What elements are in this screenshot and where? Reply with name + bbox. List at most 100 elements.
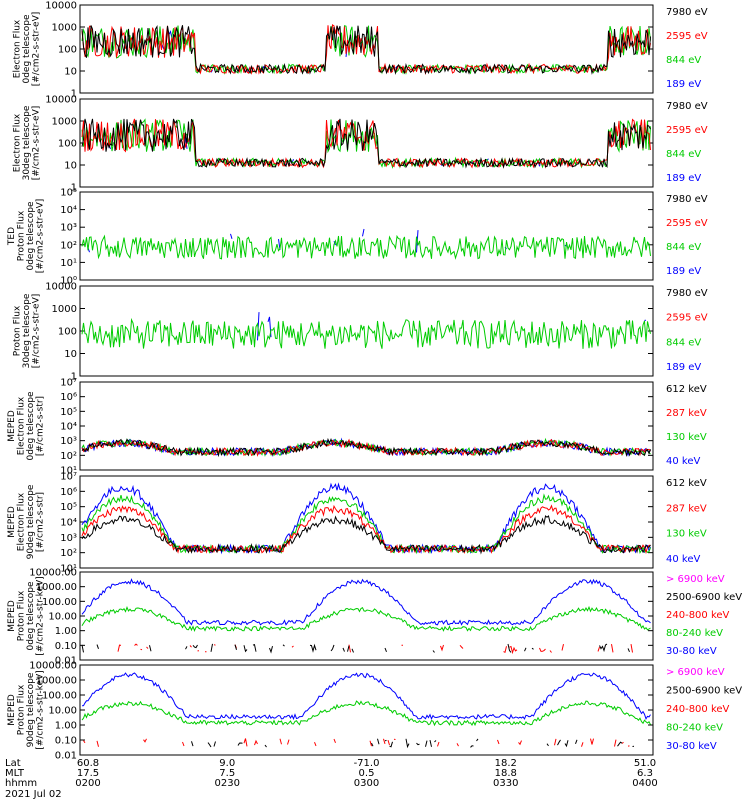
y-tick-label: 1000 bbox=[52, 304, 77, 315]
y-tick-label: 1000 bbox=[52, 23, 77, 34]
y-axis-label: [#/cm2-s-str-eV] bbox=[32, 12, 42, 87]
x-tick-label: 0330 bbox=[493, 778, 518, 789]
y-axis-label: [#/cm2-s-str] bbox=[36, 492, 46, 552]
legend-entry: 30-80 keV bbox=[666, 741, 717, 752]
y-tick-label: 1 bbox=[71, 89, 77, 100]
legend-entry: 30-80 keV bbox=[666, 646, 717, 657]
plot-frame bbox=[79, 191, 654, 281]
trace-2 bbox=[118, 644, 651, 652]
y-tick-label: 1 bbox=[71, 183, 77, 194]
date-label: 2021 Jul 02 bbox=[5, 789, 62, 800]
legend-entry: 2500-6900 keV bbox=[666, 592, 742, 603]
legend-entry: 844 eV bbox=[666, 242, 701, 253]
y-tick-label: 10⁰ bbox=[60, 276, 77, 287]
y-axis-label: Electron Flux bbox=[17, 492, 27, 551]
legend-entry: 844 eV bbox=[666, 55, 701, 66]
y-tick-label: 0.01 bbox=[55, 656, 77, 667]
y-tick-label: 10000.00 bbox=[29, 661, 77, 672]
y-tick-label: 0.01 bbox=[55, 751, 77, 762]
x-tick-label: 0200 bbox=[75, 778, 100, 789]
x-tick-label: 0.5 bbox=[359, 768, 375, 779]
y-tick-label: 100.00 bbox=[42, 597, 77, 608]
y-tick-label: 10000 bbox=[45, 1, 77, 12]
plot-frame bbox=[79, 381, 654, 471]
y-tick-label: 0.10 bbox=[55, 641, 77, 652]
y-tick-label: 100 bbox=[58, 45, 77, 56]
y-tick-label: 1000.00 bbox=[36, 676, 77, 687]
y-tick-label: 10⁵ bbox=[60, 188, 77, 199]
y-tick-label: 1000 bbox=[52, 117, 77, 128]
y-axis-label: 0deg telescope bbox=[26, 391, 36, 461]
legend-entry: 2595 eV bbox=[666, 125, 708, 136]
legend-entry: 2595 eV bbox=[666, 218, 708, 229]
y-tick-label: 10.00 bbox=[48, 706, 77, 717]
trace-1 bbox=[81, 25, 651, 75]
trace-3 bbox=[81, 24, 651, 75]
y-tick-label: 10² bbox=[60, 451, 77, 462]
legend-entry: 7980 eV bbox=[666, 288, 708, 299]
trace-1 bbox=[81, 605, 651, 632]
plot-frame bbox=[79, 664, 654, 756]
y-axis-label: 30deg telescope bbox=[22, 293, 32, 368]
legend-entry: 287 keV bbox=[666, 408, 707, 419]
y-tick-label: 10² bbox=[60, 548, 77, 559]
y-tick-label: 10000.00 bbox=[29, 568, 77, 579]
legend-entry: 130 keV bbox=[666, 529, 707, 540]
y-tick-label: 10 bbox=[64, 161, 77, 172]
y-axis-label: Proton Flux bbox=[13, 305, 23, 356]
y-axis-label: TED bbox=[7, 227, 17, 246]
y-tick-label: 10⁵ bbox=[60, 502, 77, 513]
legend-entry: 2595 eV bbox=[666, 31, 708, 42]
panel-2: 1 10 100 1000 10000 Electron Flux 30deg telesc… bbox=[13, 95, 708, 194]
plot-frame bbox=[79, 475, 654, 569]
x-row-label: Lat bbox=[5, 758, 21, 769]
y-axis-label: 0deg telescope bbox=[26, 201, 36, 271]
x-tick-label: 51.0 bbox=[634, 758, 656, 769]
y-axis-label: MEPED bbox=[7, 410, 17, 442]
panel-6: 10¹ 10² 10³ 10⁴ 10⁵ 10⁶ 10⁷ MEPED Electron Flux 9… bbox=[7, 472, 707, 575]
y-tick-label: 10¹ bbox=[60, 564, 77, 575]
legend-entry: 7980 eV bbox=[666, 194, 708, 205]
x-tick-label: 18.8 bbox=[495, 768, 517, 779]
y-tick-label: 10⁶ bbox=[60, 392, 77, 403]
legend-entry: > 6900 keV bbox=[666, 667, 725, 678]
y-axis-label: Electron Flux bbox=[13, 19, 23, 78]
legend-entry: 287 keV bbox=[666, 503, 707, 514]
y-tick-label: 100 bbox=[58, 139, 77, 150]
x-row-label: MLT bbox=[5, 768, 25, 779]
trace-2 bbox=[84, 739, 636, 747]
data-traces bbox=[81, 24, 651, 76]
y-axis-label: Electron Flux bbox=[13, 113, 23, 172]
y-tick-label: 10⁴ bbox=[60, 518, 77, 529]
y-tick-label: 100.00 bbox=[42, 691, 77, 702]
legend-entry: 40 keV bbox=[666, 554, 700, 565]
legend-entry: 189 eV bbox=[666, 266, 701, 277]
y-tick-label: 0.10 bbox=[55, 736, 77, 747]
y-axis-label: [#/cm2-s-str] bbox=[36, 396, 46, 456]
data-traces bbox=[81, 578, 651, 653]
legend-entry: 612 keV bbox=[666, 384, 707, 395]
y-axis-label: Proton Flux bbox=[17, 210, 27, 261]
trace-3 bbox=[81, 437, 651, 458]
legend-entry: 80-240 keV bbox=[666, 628, 723, 639]
x-tick-label: 18.2 bbox=[495, 758, 517, 769]
trace-1 bbox=[81, 493, 651, 555]
y-axis-label: 90deg telescope bbox=[26, 484, 36, 559]
y-axis-label: [#/cm2-s-str-eV] bbox=[32, 294, 42, 369]
x-tick-label: 6.3 bbox=[637, 768, 653, 779]
x-tick-label: 0300 bbox=[354, 778, 379, 789]
x-tick-label: -71.0 bbox=[354, 758, 380, 769]
y-tick-label: 10⁷ bbox=[60, 378, 77, 389]
trace-1 bbox=[81, 317, 651, 349]
y-tick-label: 10³ bbox=[60, 436, 77, 447]
trace-0 bbox=[258, 312, 651, 342]
y-tick-label: 10000 bbox=[45, 95, 77, 106]
panel-8: 0.01 0.10 1.00 10.00 100.00 1000.00 10000.00 ME… bbox=[7, 661, 742, 762]
y-tick-label: 10¹ bbox=[60, 258, 77, 269]
y-axis-label: MEPED bbox=[7, 506, 17, 538]
y-tick-label: 1000.00 bbox=[36, 582, 77, 593]
data-traces bbox=[81, 482, 651, 555]
y-tick-label: 10.00 bbox=[48, 612, 77, 623]
trace-1 bbox=[81, 234, 651, 260]
y-tick-label: 10⁴ bbox=[60, 205, 77, 216]
